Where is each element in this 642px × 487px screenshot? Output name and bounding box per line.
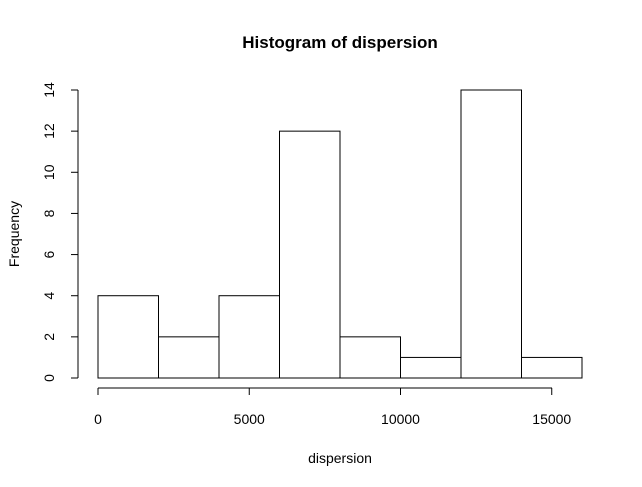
x-tick-label-3: 15000 xyxy=(532,411,571,427)
y-tick-label-1: 2 xyxy=(41,333,57,341)
y-tick-label-0: 0 xyxy=(41,374,57,382)
histogram-bar-6 xyxy=(460,89,522,379)
bars-group xyxy=(97,89,583,379)
y-axis-label: Frequency xyxy=(6,201,22,267)
y-axis: 0 2 4 6 8 10 12 14 xyxy=(41,82,79,382)
histogram-bar-0 xyxy=(97,295,159,379)
y-tick-label-5: 10 xyxy=(41,164,57,180)
y-tick-label-2: 4 xyxy=(41,292,57,300)
x-axis: 0 5000 10000 15000 xyxy=(94,387,571,427)
chart-title: Histogram of dispersion xyxy=(242,33,438,52)
histogram-bar-2 xyxy=(218,295,280,379)
x-tick-label-1: 5000 xyxy=(234,411,265,427)
y-tick-label-6: 12 xyxy=(41,123,57,139)
histogram-bar-5 xyxy=(400,356,462,379)
histogram-bar-3 xyxy=(279,130,341,379)
y-tick-label-7: 14 xyxy=(41,82,57,98)
x-tick-label-0: 0 xyxy=(94,411,102,427)
y-tick-label-3: 6 xyxy=(41,250,57,258)
y-tick-label-4: 8 xyxy=(41,209,57,217)
histogram-bar-7 xyxy=(521,356,583,379)
x-axis-label: dispersion xyxy=(308,450,372,466)
histogram-bar-1 xyxy=(158,336,220,379)
x-tick-label-2: 10000 xyxy=(381,411,420,427)
histogram-bar-4 xyxy=(339,336,401,379)
